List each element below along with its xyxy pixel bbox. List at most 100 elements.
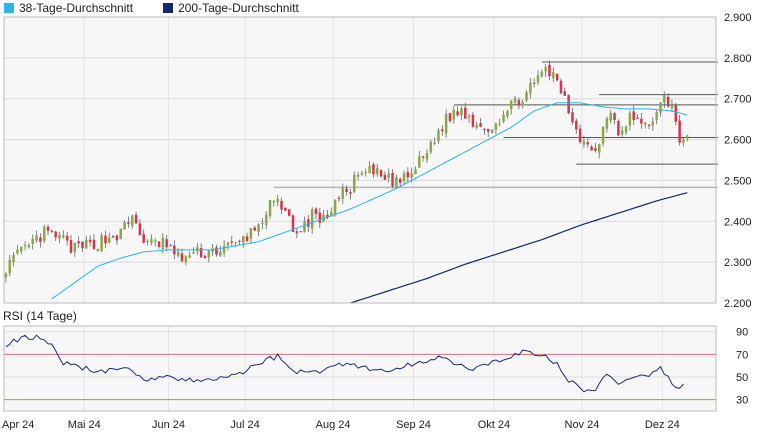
candle-up [310, 209, 314, 229]
candle-down [345, 188, 348, 192]
candle-up [146, 241, 149, 243]
candle-down [617, 121, 620, 136]
candle-down [92, 239, 96, 249]
candle-up [341, 188, 345, 199]
candle-down [138, 223, 142, 235]
candle-down [594, 148, 597, 151]
candle-down [398, 178, 402, 184]
candle-down [81, 241, 84, 249]
candle-up [303, 221, 306, 233]
candle-down [640, 118, 643, 124]
candle-down [483, 128, 486, 130]
candle-down [337, 197, 341, 200]
candle-up [368, 166, 371, 174]
candle-down [379, 169, 383, 177]
candle-up [605, 118, 609, 129]
candle-down [199, 247, 203, 258]
x-tick-label: Mai 24 [68, 419, 101, 430]
candle-down [590, 146, 593, 151]
candle-up [433, 142, 436, 144]
candle-up [161, 237, 165, 250]
candle-up [12, 255, 15, 262]
candle-down [647, 124, 651, 126]
candle-down [464, 107, 467, 119]
candle-up [582, 141, 586, 145]
candle-down [54, 231, 57, 238]
candle-up [502, 114, 505, 122]
candle-down [356, 175, 360, 177]
candle-up [651, 121, 655, 126]
candle-up [628, 113, 632, 126]
rsi-panel-frame [3, 325, 717, 412]
candle-up [506, 111, 509, 117]
candle-up [85, 239, 88, 249]
candle-up [375, 168, 379, 175]
candle-up [27, 245, 31, 248]
candle-up [609, 112, 612, 121]
candle-up [686, 135, 689, 139]
candle-down [563, 91, 567, 96]
candle-up [498, 123, 501, 125]
ma200-line [350, 192, 688, 304]
candle-up [655, 112, 658, 120]
candle-up [490, 129, 494, 134]
candle-down [295, 231, 299, 234]
candle-down [548, 64, 551, 77]
candle-up [268, 200, 272, 217]
candle-down [230, 241, 234, 243]
candle-down [77, 241, 80, 244]
price-tick-label: 2.500 [724, 175, 752, 187]
candle-down [586, 142, 590, 145]
legend-label-ma38: 38-Tage-Durchschnitt [19, 1, 134, 15]
candle-down [307, 219, 310, 227]
candle-down [46, 226, 50, 231]
candle-down [299, 231, 302, 233]
candle-up [536, 75, 540, 83]
candle-up [425, 152, 429, 160]
candle-down [559, 80, 563, 94]
legend-swatch-ma38 [4, 3, 14, 13]
candle-up [264, 214, 268, 225]
candle-down [238, 240, 241, 242]
candle-up [437, 130, 440, 142]
candle-up [460, 108, 463, 116]
candle-up [475, 124, 478, 128]
candle-up [663, 94, 666, 103]
candle-down [578, 128, 582, 143]
rsi-tick-label: 90 [736, 327, 748, 339]
candle-down [180, 253, 184, 262]
rsi-tick-label: 70 [736, 349, 748, 361]
candle-down [284, 207, 287, 211]
chart-legend: 38-Tage-Durchschnitt 200-Tage-Durchschni… [4, 1, 299, 15]
candle-up [249, 228, 253, 239]
candle-down [613, 113, 616, 121]
candle-up [100, 235, 103, 252]
candle-up [272, 200, 276, 203]
candle-down [287, 209, 291, 216]
candle-up [119, 228, 122, 240]
candle-up [242, 236, 245, 243]
candle-up [226, 242, 230, 246]
x-tick-label: Dez 24 [645, 419, 680, 430]
candle-up [184, 256, 188, 263]
candle-up [222, 245, 226, 254]
candle-down [314, 208, 318, 214]
candle-up [31, 238, 34, 244]
ma38-line [51, 102, 688, 300]
candle-up [8, 259, 11, 274]
rsi-tick-label: 50 [736, 372, 748, 384]
candle-up [330, 212, 333, 217]
candle-up [207, 250, 211, 258]
candle-down [575, 120, 578, 130]
candle-up [624, 126, 628, 133]
candle-up [276, 198, 279, 203]
price-tick-label: 2.800 [724, 53, 752, 65]
candle-down [88, 239, 92, 243]
candle-up [444, 114, 448, 134]
candle-up [659, 102, 662, 113]
legend-label-ma200: 200-Tage-Durchschnitt [178, 1, 299, 15]
candle-up [219, 251, 222, 256]
candle-up [188, 254, 191, 258]
price-tick-label: 2.400 [724, 216, 752, 228]
